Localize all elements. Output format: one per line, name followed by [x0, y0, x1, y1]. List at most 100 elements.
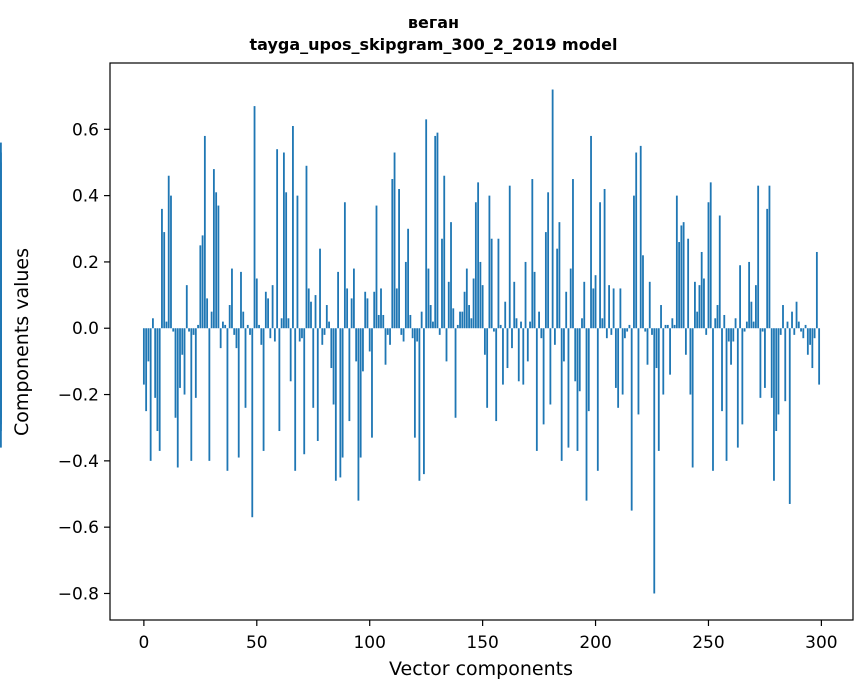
y-tick-label: −0.2 [58, 386, 99, 406]
bar [689, 328, 692, 395]
x-tick-label: 100 [353, 633, 385, 653]
bar [802, 328, 805, 339]
bar [296, 195, 299, 329]
bar [269, 328, 272, 339]
bar [373, 291, 376, 329]
bar [811, 328, 814, 369]
plot-frame [109, 62, 854, 621]
bar [472, 278, 475, 329]
bar [413, 328, 416, 438]
bar [587, 328, 590, 412]
bar [590, 135, 592, 329]
bar [653, 328, 656, 594]
bar [267, 298, 269, 329]
bar [605, 328, 608, 339]
bar [642, 255, 644, 329]
bar [784, 328, 787, 402]
bar [477, 182, 480, 329]
bar [450, 222, 452, 329]
bar [287, 318, 290, 329]
bar [745, 321, 748, 329]
bar [599, 202, 601, 329]
bar [427, 268, 430, 329]
bar [0, 324, 2, 329]
bar [337, 271, 339, 329]
bar [614, 328, 617, 388]
bar [497, 238, 500, 329]
bar [617, 328, 620, 408]
bar [188, 328, 190, 332]
bar [192, 328, 195, 335]
bar [206, 298, 209, 329]
bar [158, 328, 161, 451]
bar [319, 248, 321, 329]
bar [739, 265, 741, 329]
bar [357, 328, 360, 501]
bar [409, 314, 412, 329]
bar [271, 285, 274, 329]
bar [249, 328, 251, 335]
bar [741, 328, 744, 425]
bar [341, 328, 344, 458]
bar [391, 179, 394, 329]
bar [581, 318, 583, 329]
bar [176, 328, 179, 468]
bar [149, 328, 152, 461]
bar [569, 268, 572, 329]
bar [694, 281, 696, 329]
bar [725, 328, 728, 461]
bar [723, 314, 726, 329]
bar [474, 202, 477, 329]
bar [423, 328, 425, 475]
bar [255, 278, 258, 329]
bar [635, 152, 638, 329]
bar [680, 225, 683, 329]
bar [707, 202, 710, 329]
bar [432, 321, 434, 329]
bar [219, 328, 222, 349]
bar [493, 328, 495, 332]
bar [436, 132, 439, 329]
bar [621, 328, 624, 395]
bar [529, 321, 531, 329]
bar [305, 165, 308, 329]
bar [294, 328, 297, 471]
bar [456, 324, 459, 329]
bar [637, 328, 640, 415]
bar [395, 288, 398, 329]
bar [181, 328, 184, 355]
bar [339, 328, 342, 478]
bar [662, 328, 665, 395]
bar [782, 305, 784, 329]
bar [371, 328, 373, 438]
y-tick-label: 0.6 [72, 120, 99, 140]
bar [646, 328, 649, 365]
bar [278, 328, 281, 432]
bar [251, 328, 254, 518]
bar [777, 328, 780, 415]
bar [398, 188, 400, 329]
bar [682, 222, 685, 329]
bar [716, 305, 719, 329]
bar [506, 328, 509, 369]
bar [350, 298, 353, 329]
bar [633, 195, 635, 329]
bar [285, 192, 288, 329]
bar [624, 328, 626, 339]
bar [712, 328, 714, 471]
x-tick-label: 300 [805, 633, 837, 653]
bar [526, 328, 529, 362]
bar [684, 328, 687, 355]
bar [490, 238, 493, 329]
bar [698, 285, 701, 329]
bar [779, 328, 782, 335]
bar [418, 328, 421, 481]
bar [513, 281, 516, 329]
bar [486, 328, 489, 408]
bar [524, 261, 527, 329]
bar [660, 305, 662, 329]
bar [443, 175, 446, 329]
bar [203, 135, 206, 329]
bar [384, 328, 387, 365]
bar [167, 175, 170, 329]
